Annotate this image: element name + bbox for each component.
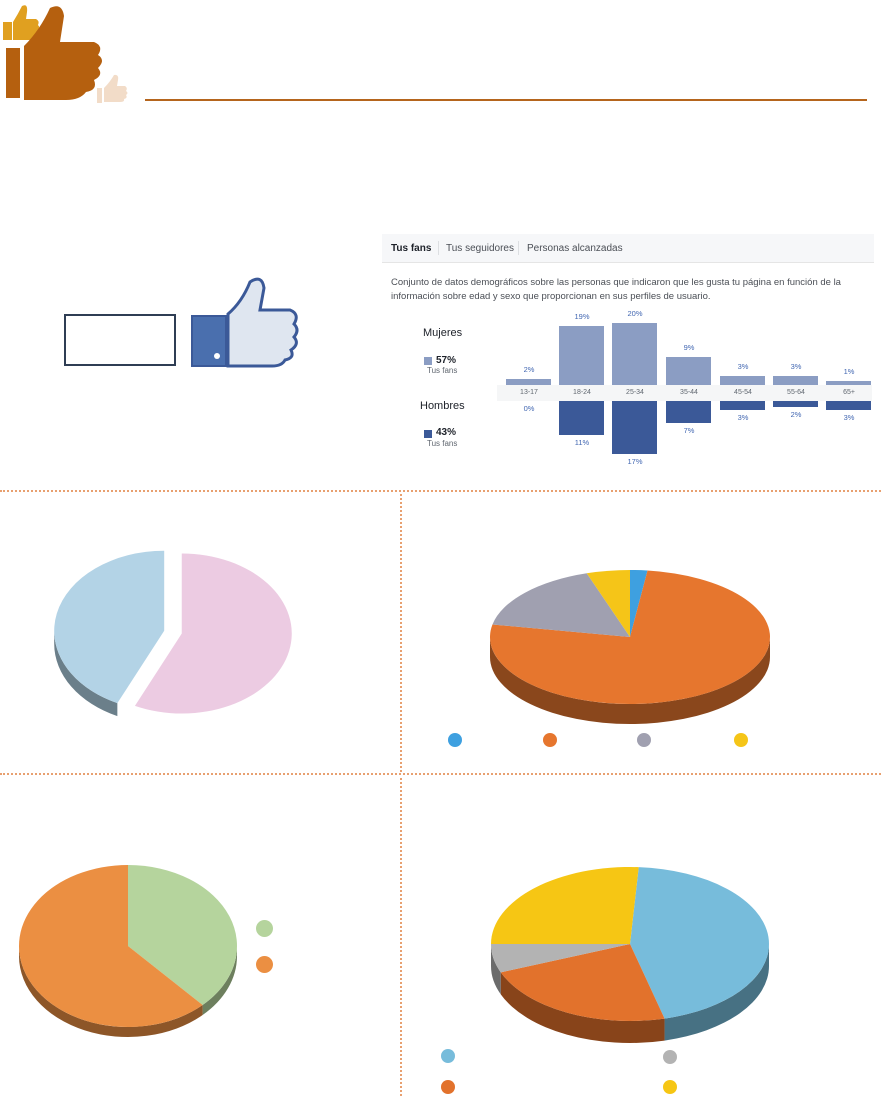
pie-slice-side (18, 946, 203, 1037)
men-label: Hombres (420, 400, 465, 412)
legend-dot-blue (441, 1049, 455, 1063)
men-bar-label: 17% (627, 456, 643, 466)
legend-dot-gray (663, 1050, 677, 1064)
legend-dot-blue (448, 733, 462, 747)
divider (0, 490, 881, 492)
legend-dot-orange (543, 733, 557, 747)
tab-tus-fans[interactable]: Tus fans (391, 243, 432, 254)
pie-slice (134, 553, 292, 714)
header-rule (145, 99, 867, 101)
divider (0, 773, 881, 775)
age-tick-label: 25-34 (626, 389, 644, 396)
men-bar (666, 401, 711, 423)
pie-slice-side (490, 637, 770, 724)
pie-slice (630, 867, 770, 1019)
women-label: Mujeres (423, 327, 463, 339)
women-bar (666, 357, 711, 385)
age-tick-label: 65+ (843, 389, 855, 396)
men-bar-label: 11% (574, 438, 590, 448)
age-tick-label: 13-17 (520, 389, 538, 396)
women-bar-label: 9% (683, 343, 695, 353)
legend-dot-gray (637, 733, 651, 747)
legend-dot-yellow (663, 1080, 677, 1094)
men-bar (826, 401, 871, 411)
pie-slice (586, 570, 630, 637)
men-bar (720, 401, 765, 411)
men-bar-label: 2% (790, 410, 802, 420)
men-bar (773, 401, 818, 408)
men-sub: Tus fans (427, 439, 458, 448)
women-sub: Tus fans (427, 366, 458, 375)
women-percent: 57% (436, 355, 457, 366)
legend-dot-orange (441, 1080, 455, 1094)
women-bar-label: 2% (523, 364, 535, 374)
pie-slice-side (500, 972, 665, 1043)
tab-bar: Tus fans Tus seguidores Personas alcanza… (382, 234, 874, 263)
pie-slice-side (202, 946, 237, 1016)
women-bar (826, 381, 871, 385)
thumbs-up-icon (0, 0, 130, 113)
pie-slice (18, 865, 203, 1027)
men-bar-label: 0% (523, 404, 535, 413)
men-bar-label: 3% (843, 413, 855, 423)
men-bar-label: 7% (683, 425, 695, 435)
pie-slice (500, 944, 665, 1021)
women-bar (773, 375, 818, 385)
women-bar-label: 1% (843, 367, 855, 376)
women-swatch (424, 357, 432, 365)
pie-slice (630, 570, 648, 637)
panel-description: Conjunto de datos demográficos sobre las… (391, 277, 841, 302)
divider (400, 494, 402, 772)
women-bar-label: 3% (737, 361, 749, 371)
men-bar (612, 401, 657, 454)
age-tick-label: 35-44 (680, 389, 698, 396)
women-bar (559, 326, 604, 385)
tab-separator (438, 241, 439, 255)
pie-slice (128, 865, 237, 1006)
women-bar (506, 378, 551, 385)
empty-label-box (64, 314, 176, 366)
pie-slice (54, 550, 165, 704)
facebook-like-icon (190, 274, 300, 373)
age-axis (497, 385, 872, 401)
women-bar-label: 19% (574, 312, 590, 322)
women-bar (720, 375, 765, 385)
legend-dot-yellow (734, 733, 748, 747)
pie-slice-side (54, 630, 118, 717)
men-bar-label: 3% (737, 413, 749, 423)
tab-separator (518, 241, 519, 255)
age-tick-label: 18-24 (573, 389, 591, 396)
tab-personas-alcanzadas[interactable]: Personas alcanzadas (527, 243, 623, 254)
men-percent: 43% (436, 427, 457, 438)
pie-slice-side (664, 944, 770, 1041)
pie-slice (492, 573, 630, 637)
pie-slice-side (491, 944, 501, 995)
women-bar-label: 3% (790, 361, 802, 371)
divider (400, 778, 402, 1096)
pie-slice (490, 570, 770, 704)
age-tick-label: 45-54 (734, 389, 752, 396)
facebook-demographics-panel: Tus fans Tus seguidores Personas alcanza… (382, 234, 874, 472)
legend-dot-green (256, 920, 273, 937)
women-bar-label: 20% (627, 309, 643, 318)
pie-slice (491, 866, 639, 944)
legend-dot-orange (256, 956, 273, 973)
men-swatch (424, 430, 432, 438)
tab-tus-seguidores[interactable]: Tus seguidores (446, 243, 514, 254)
men-bar (559, 401, 604, 436)
women-bar (612, 323, 657, 385)
pie-slice (491, 944, 630, 973)
age-tick-label: 55-64 (787, 389, 805, 396)
